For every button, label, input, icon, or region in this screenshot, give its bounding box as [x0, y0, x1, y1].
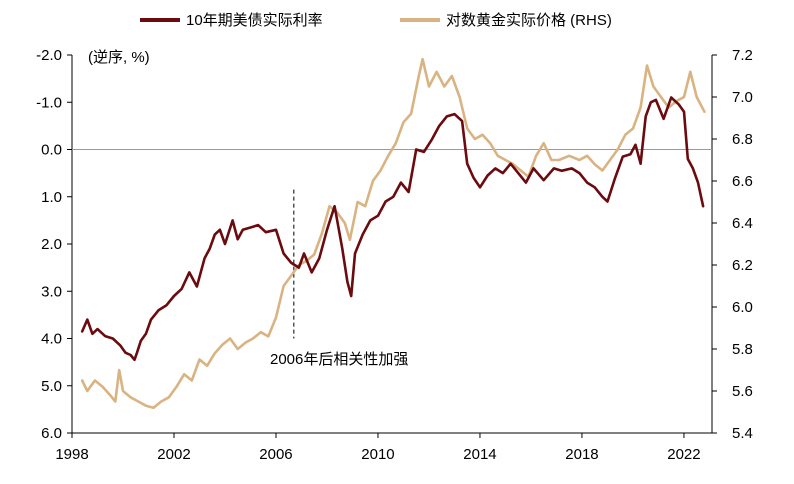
plot-area: -2.0 -1.0 0.0 1.0 2.0 3.0 4.0 5.0 6.0 7.2 7.0 6.8 6.…: [36, 47, 753, 463]
right-tick-label: 7.2: [732, 47, 753, 64]
right-tick-label: 6.6: [732, 173, 753, 190]
left-tick-label: -2.0: [36, 47, 62, 64]
left-tick-label: 5.0: [41, 378, 62, 395]
x-tick-label: 2022: [667, 446, 700, 463]
left-tick-label: 1.0: [41, 189, 62, 206]
right-tick-label: 5.6: [732, 383, 753, 400]
x-tick-label: 2010: [361, 446, 394, 463]
right-tick-label: 7.0: [732, 89, 753, 106]
legend-label-real-yield: 10年期美债实际利率: [186, 12, 323, 29]
gold-price-line: [80, 57, 706, 410]
right-tick-label: 5.8: [732, 341, 753, 358]
legend: 10年期美债实际利率 对数黄金实际价格 (RHS): [140, 12, 612, 29]
annotation-label: 2006年后相关性加强: [270, 351, 408, 368]
x-tick-label: 2014: [463, 446, 496, 463]
left-tick-label: 2.0: [41, 236, 62, 253]
left-tick-label: 4.0: [41, 331, 62, 348]
x-tick-label: 2002: [157, 446, 190, 463]
left-tick-label: 6.0: [41, 425, 62, 442]
legend-label-gold: 对数黄金实际价格 (RHS): [446, 12, 612, 29]
left-tick-label: -1.0: [36, 94, 62, 111]
x-tick-label: 2006: [259, 446, 292, 463]
right-tick-label: 6.0: [732, 299, 753, 316]
right-tick-label: 5.4: [732, 425, 753, 442]
left-axis-label: (逆序, %): [88, 49, 150, 66]
right-tick-label: 6.2: [732, 257, 753, 274]
real-yield-line: [80, 96, 705, 362]
left-tick-label: 3.0: [41, 283, 62, 300]
right-tick-label: 6.4: [732, 215, 753, 232]
x-tick-label: 1998: [55, 446, 88, 463]
right-tick-label: 6.8: [732, 131, 753, 148]
left-tick-label: 0.0: [41, 142, 62, 159]
x-tick-label: 2018: [565, 446, 598, 463]
